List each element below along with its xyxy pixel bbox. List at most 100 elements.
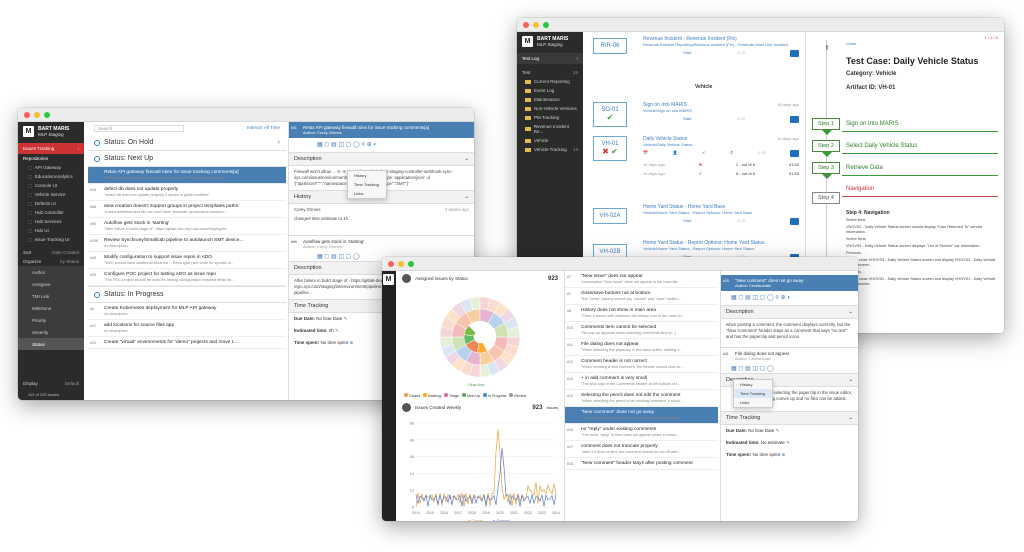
issue-row[interactable]: #16 no "reply" under existing comments "Th… [565,424,718,441]
issue-row[interactable]: #10 Comments item cannot be selected "No p… [565,322,718,339]
status-next-up-header[interactable]: Status: Next Up [88,151,286,167]
issue-row[interactable]: #12 Comment header is not correct "When cr… [565,356,718,373]
menu-links[interactable]: Links [354,191,364,196]
step-4[interactable]: Step 4 [812,192,840,204]
film-icon[interactable] [790,218,799,225]
test-case-category: Category: Vehicle [846,71,897,77]
issue-row[interactable]: #90 Autoflow gets stuck in 'starting' "Aft… [88,218,286,235]
tree-item[interactable]: Revenue Incident Re... [517,122,583,136]
organize-item[interactable]: TMI Link [18,290,84,302]
detail-toolbar[interactable]: ▦ ◻ ▤ ◫ ▢ ◯ ⌾ ⊕ ◐ [317,142,377,148]
maximize-dot[interactable] [543,21,549,28]
tree-item[interactable]: Vehicle [517,136,583,145]
film-icon[interactable] [790,50,799,57]
film-icon[interactable] [789,150,799,157]
sunburst-core-segment[interactable] [463,325,477,337]
start-link[interactable]: Start [683,50,692,55]
tree-item[interactable]: PM Tracking [517,113,583,122]
step-1[interactable]: Step 1 [812,118,840,130]
avatar[interactable] [402,274,411,283]
organize-item[interactable]: Status [18,338,84,350]
issues-tracking-menu[interactable]: Issues Tracking › [18,143,84,154]
repo-item[interactable]: ⬚ Hub UI [18,226,84,235]
badge-vh02a[interactable]: VH-02A [593,208,627,224]
organize-item[interactable]: Author [18,266,84,278]
test-log-menu[interactable]: Test Log › [517,53,583,64]
badge-vh01[interactable]: VH-01 ✖ ✔ [593,136,627,161]
description-header[interactable]: Description ⌄ [721,305,858,319]
status-sunburst-chart[interactable] [398,289,562,389]
film-icon[interactable] [790,116,799,123]
badge-rir06[interactable]: RIR-06 [593,38,627,54]
sub-toolbar[interactable]: ▦ ◻ ▤ ◫ ▢ ◯ [317,254,360,260]
display-row[interactable]: Display Default [23,381,79,386]
issue-row[interactable]: #15 "New comment" does not go away "when p… [565,407,718,424]
sort-row[interactable]: Sort Date Created [23,250,79,255]
repo-item[interactable]: ⬚ Hub Controller [18,208,84,217]
menu-history[interactable]: History [354,173,367,178]
sunburst-core-segment[interactable] [477,342,488,354]
issue-row[interactable]: #45 Modify configuration to support issue… [88,252,286,269]
x-tick-label: 2021 [510,511,518,515]
repo-item[interactable]: ⬚ EducationAnalytics [18,172,84,181]
issue-row[interactable]: #11 File dialog does not appear "When sele… [565,339,718,356]
step-3[interactable]: Step 3 [812,162,840,174]
repo-item[interactable]: ⬚ API Gateway [18,163,84,172]
menu-time-tracking[interactable]: Time Tracking [354,182,379,187]
issue-row[interactable]: #6 Create Kubernetes deployment for MLP A… [88,303,286,320]
sub-issue-title[interactable]: File dialog does not appear [735,351,790,356]
issue-row[interactable]: #7 "New Issue" does not appear "prescripti… [565,271,718,288]
dashboard-detail: #15 "New comment" does not go away Autho… [720,271,858,521]
issue-row[interactable]: #8 History does not show in main area "Fix… [565,305,718,322]
detail-toolbar[interactable]: ▦ ◻ ▤ ◫ ▢ ◯ ⌾ ⊕ ◐ [731,295,791,301]
close-dot[interactable] [523,21,529,28]
repositories-header[interactable]: Repositories [23,156,49,161]
time-tracking-header[interactable]: Time Tracking⌄ [721,411,858,425]
close-link[interactable]: Close [846,41,857,46]
repo-item[interactable]: ⬚ Console UI [18,181,84,190]
description-header[interactable]: Description ⌄ [289,152,474,166]
sub-issue-title[interactable]: Autoflow gets stuck in 'starting' [303,239,365,244]
issue-row[interactable]: #106 Review Synchrony/Smallcab pipeline t… [88,235,286,252]
organize-item[interactable]: Assignee [18,278,84,290]
row-vh01[interactable]: Daily Vehicle Status 16 days ago Vehicle/… [643,136,799,176]
sunburst-inner-segment[interactable] [493,322,509,338]
repo-item[interactable]: ⬚ Defects UI [18,199,84,208]
issue-row[interactable]: #14 Selecting the pencil does not edit th… [565,390,718,407]
repo-item[interactable]: ⬚ Hub Services [18,217,84,226]
badge-so01[interactable]: SO-01 ✔ [593,102,627,127]
tree-item[interactable]: Non-Vehicle Versions [517,104,583,113]
issue-row[interactable]: #21 add locations for source files app no … [88,320,286,337]
step-2[interactable]: Step 2 [812,140,840,152]
y-tick-label: 24 [410,471,415,476]
issue-row[interactable]: #2 close/save buttons not at bottom "the "… [565,288,718,305]
search-input[interactable]: Search [94,125,184,132]
tree-item[interactable]: Vehicle Tracking 14 [517,145,583,154]
issue-row[interactable]: #12 Create "virtual" environments for "de… [88,337,286,349]
issue-row[interactable]: #88 area creation doesn't support groups … [88,201,286,218]
tree-item[interactable]: Current Reporting [517,77,583,86]
status-on-hold-header[interactable]: Status: On Hold › [88,135,286,151]
tree-item[interactable]: Maintenance [517,95,583,104]
minimize-dot[interactable] [533,21,539,28]
issue-row[interactable]: #13 + in add comment is very small "The pl… [565,373,718,390]
status-in-progress-header[interactable]: Status: In Progress [88,286,286,303]
issue-row[interactable]: #17 comment does not truncate properly "af… [565,441,718,458]
issue-row[interactable]: #91 Relax API gateway firewall rules for … [88,167,286,184]
issue-row[interactable]: #18 "New comment" header stays after post… [565,458,718,470]
organize-item[interactable]: Milestone [18,302,84,314]
issue-row[interactable]: #18 defect db does not update properly "de… [88,184,286,201]
issue-row[interactable]: #35 Configure POC project for testing ADO… [88,269,286,286]
tree-item[interactable]: Event Log [517,86,583,95]
row-so01[interactable]: Sign on Into MARIS 16 days ago Vehicle/Si… [643,102,799,123]
repo-item[interactable]: ⬚ Vehicle Service [18,190,84,199]
repo-item[interactable]: ⬚ Issue Tracking UI [18,235,84,244]
row-rir06[interactable]: Revenue Incident - Revenue Incident (Fix… [643,36,799,57]
organize-item[interactable]: Priority [18,314,84,326]
tree-item[interactable]: Test 24 [517,68,583,77]
interval-selector[interactable]: Interval: All Time [246,125,280,130]
row-vh02a[interactable]: Home Yard Status - Home Yard Base Vehicl… [643,204,799,225]
organize-item[interactable]: Severity [18,326,84,338]
organize-row[interactable]: Organize by Status [23,259,79,264]
